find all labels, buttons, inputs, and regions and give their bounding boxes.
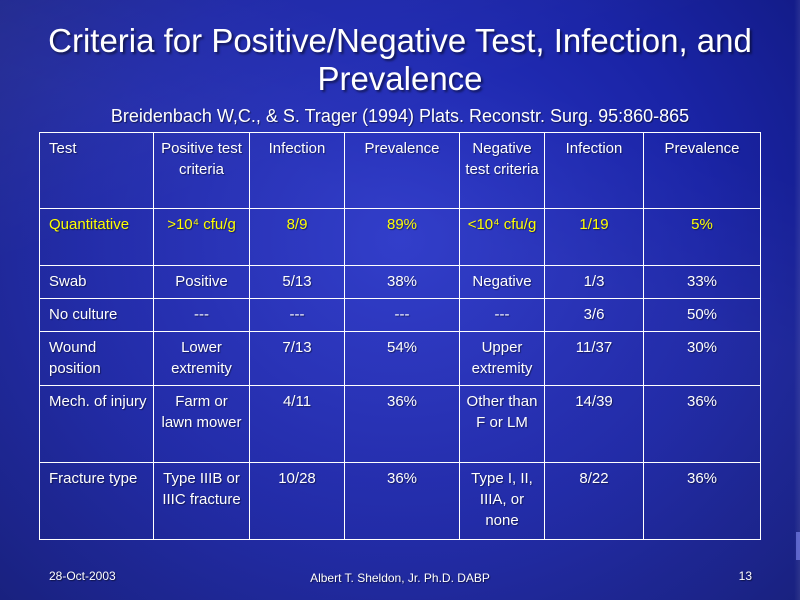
table-cell: --- [249, 298, 345, 332]
table-header-row: Test Positive test criteria Infection Pr… [39, 132, 761, 209]
table-cell: Farm or lawn mower [153, 385, 250, 463]
table-cell: 5/13 [249, 265, 345, 299]
table-cell: Type I, II, IIIA, or none [459, 462, 545, 540]
footer-author: Albert T. Sheldon, Jr. Ph.D. DABP [310, 571, 490, 585]
table-cell: Other than F or LM [459, 385, 545, 463]
table-cell: 36% [643, 462, 761, 540]
table-cell: Negative [459, 265, 545, 299]
table-cell: Mech. of injury [39, 385, 154, 463]
table-cell: Wound position [39, 331, 154, 386]
slide-edge-marker [796, 532, 800, 560]
table-cell: 11/37 [544, 331, 644, 386]
table-row-swab: Swab Positive 5/13 38% Negative 1/3 33% [39, 265, 761, 299]
footer-date: 28-Oct-2003 [49, 569, 116, 583]
table-cell: 4/11 [249, 385, 345, 463]
header-cell-infection: Infection [544, 132, 644, 209]
table-cell: Swab [39, 265, 154, 299]
header-cell-positive-criteria: Positive test criteria [153, 132, 250, 209]
results-table: Test Positive test criteria Infection Pr… [39, 132, 761, 540]
table-cell: 54% [344, 331, 460, 386]
table-cell: <10⁴ cfu/g [459, 208, 545, 266]
header-cell-prevalence: Prevalence [643, 132, 761, 209]
table-cell: 5% [643, 208, 761, 266]
table-cell: --- [459, 298, 545, 332]
table-cell: 50% [643, 298, 761, 332]
table-cell: No culture [39, 298, 154, 332]
footer-page-number: 13 [738, 569, 752, 583]
table-cell: --- [344, 298, 460, 332]
header-cell-test: Test [39, 132, 154, 209]
table-row-wound-position: Wound position Lower extremity 7/13 54% … [39, 331, 761, 386]
header-cell-infection: Infection [249, 132, 345, 209]
table-cell: Quantitative [39, 208, 154, 266]
table-row-quantitative: Quantitative >10⁴ cfu/g 8/9 89% <10⁴ cfu… [39, 208, 761, 266]
table-cell: 36% [344, 385, 460, 463]
table-cell: 1/3 [544, 265, 644, 299]
table-cell: 1/19 [544, 208, 644, 266]
table-cell: 7/13 [249, 331, 345, 386]
table-cell: 14/39 [544, 385, 644, 463]
table-cell: 10/28 [249, 462, 345, 540]
table-cell: 36% [643, 385, 761, 463]
header-cell-prevalence: Prevalence [344, 132, 460, 209]
table-cell: Lower extremity [153, 331, 250, 386]
table-cell: 30% [643, 331, 761, 386]
slide-subtitle: Breidenbach W,C., & S. Trager (1994) Pla… [110, 106, 690, 126]
table-row-fracture-type: Fracture type Type IIIB or IIIC fracture… [39, 462, 761, 540]
table-cell: >10⁴ cfu/g [153, 208, 250, 266]
table-cell: Upper extremity [459, 331, 545, 386]
table-cell: 3/6 [544, 298, 644, 332]
table-cell: 38% [344, 265, 460, 299]
table-cell: 8/9 [249, 208, 345, 266]
right-edge-decoration [794, 0, 800, 600]
table-cell: Type IIIB or IIIC fracture [153, 462, 250, 540]
table-cell: 89% [344, 208, 460, 266]
table-cell: 36% [344, 462, 460, 540]
table-row-no-culture: No culture --- --- --- --- 3/6 50% [39, 298, 761, 332]
table-cell: Positive [153, 265, 250, 299]
table-row-mech-of-injury: Mech. of injury Farm or lawn mower 4/11 … [39, 385, 761, 463]
slide-title: Criteria for Positive/Negative Test, Inf… [48, 22, 752, 97]
table-cell: 8/22 [544, 462, 644, 540]
table-cell: --- [153, 298, 250, 332]
table-cell: Fracture type [39, 462, 154, 540]
table-cell: 33% [643, 265, 761, 299]
header-cell-negative-criteria: Negative test criteria [459, 132, 545, 209]
